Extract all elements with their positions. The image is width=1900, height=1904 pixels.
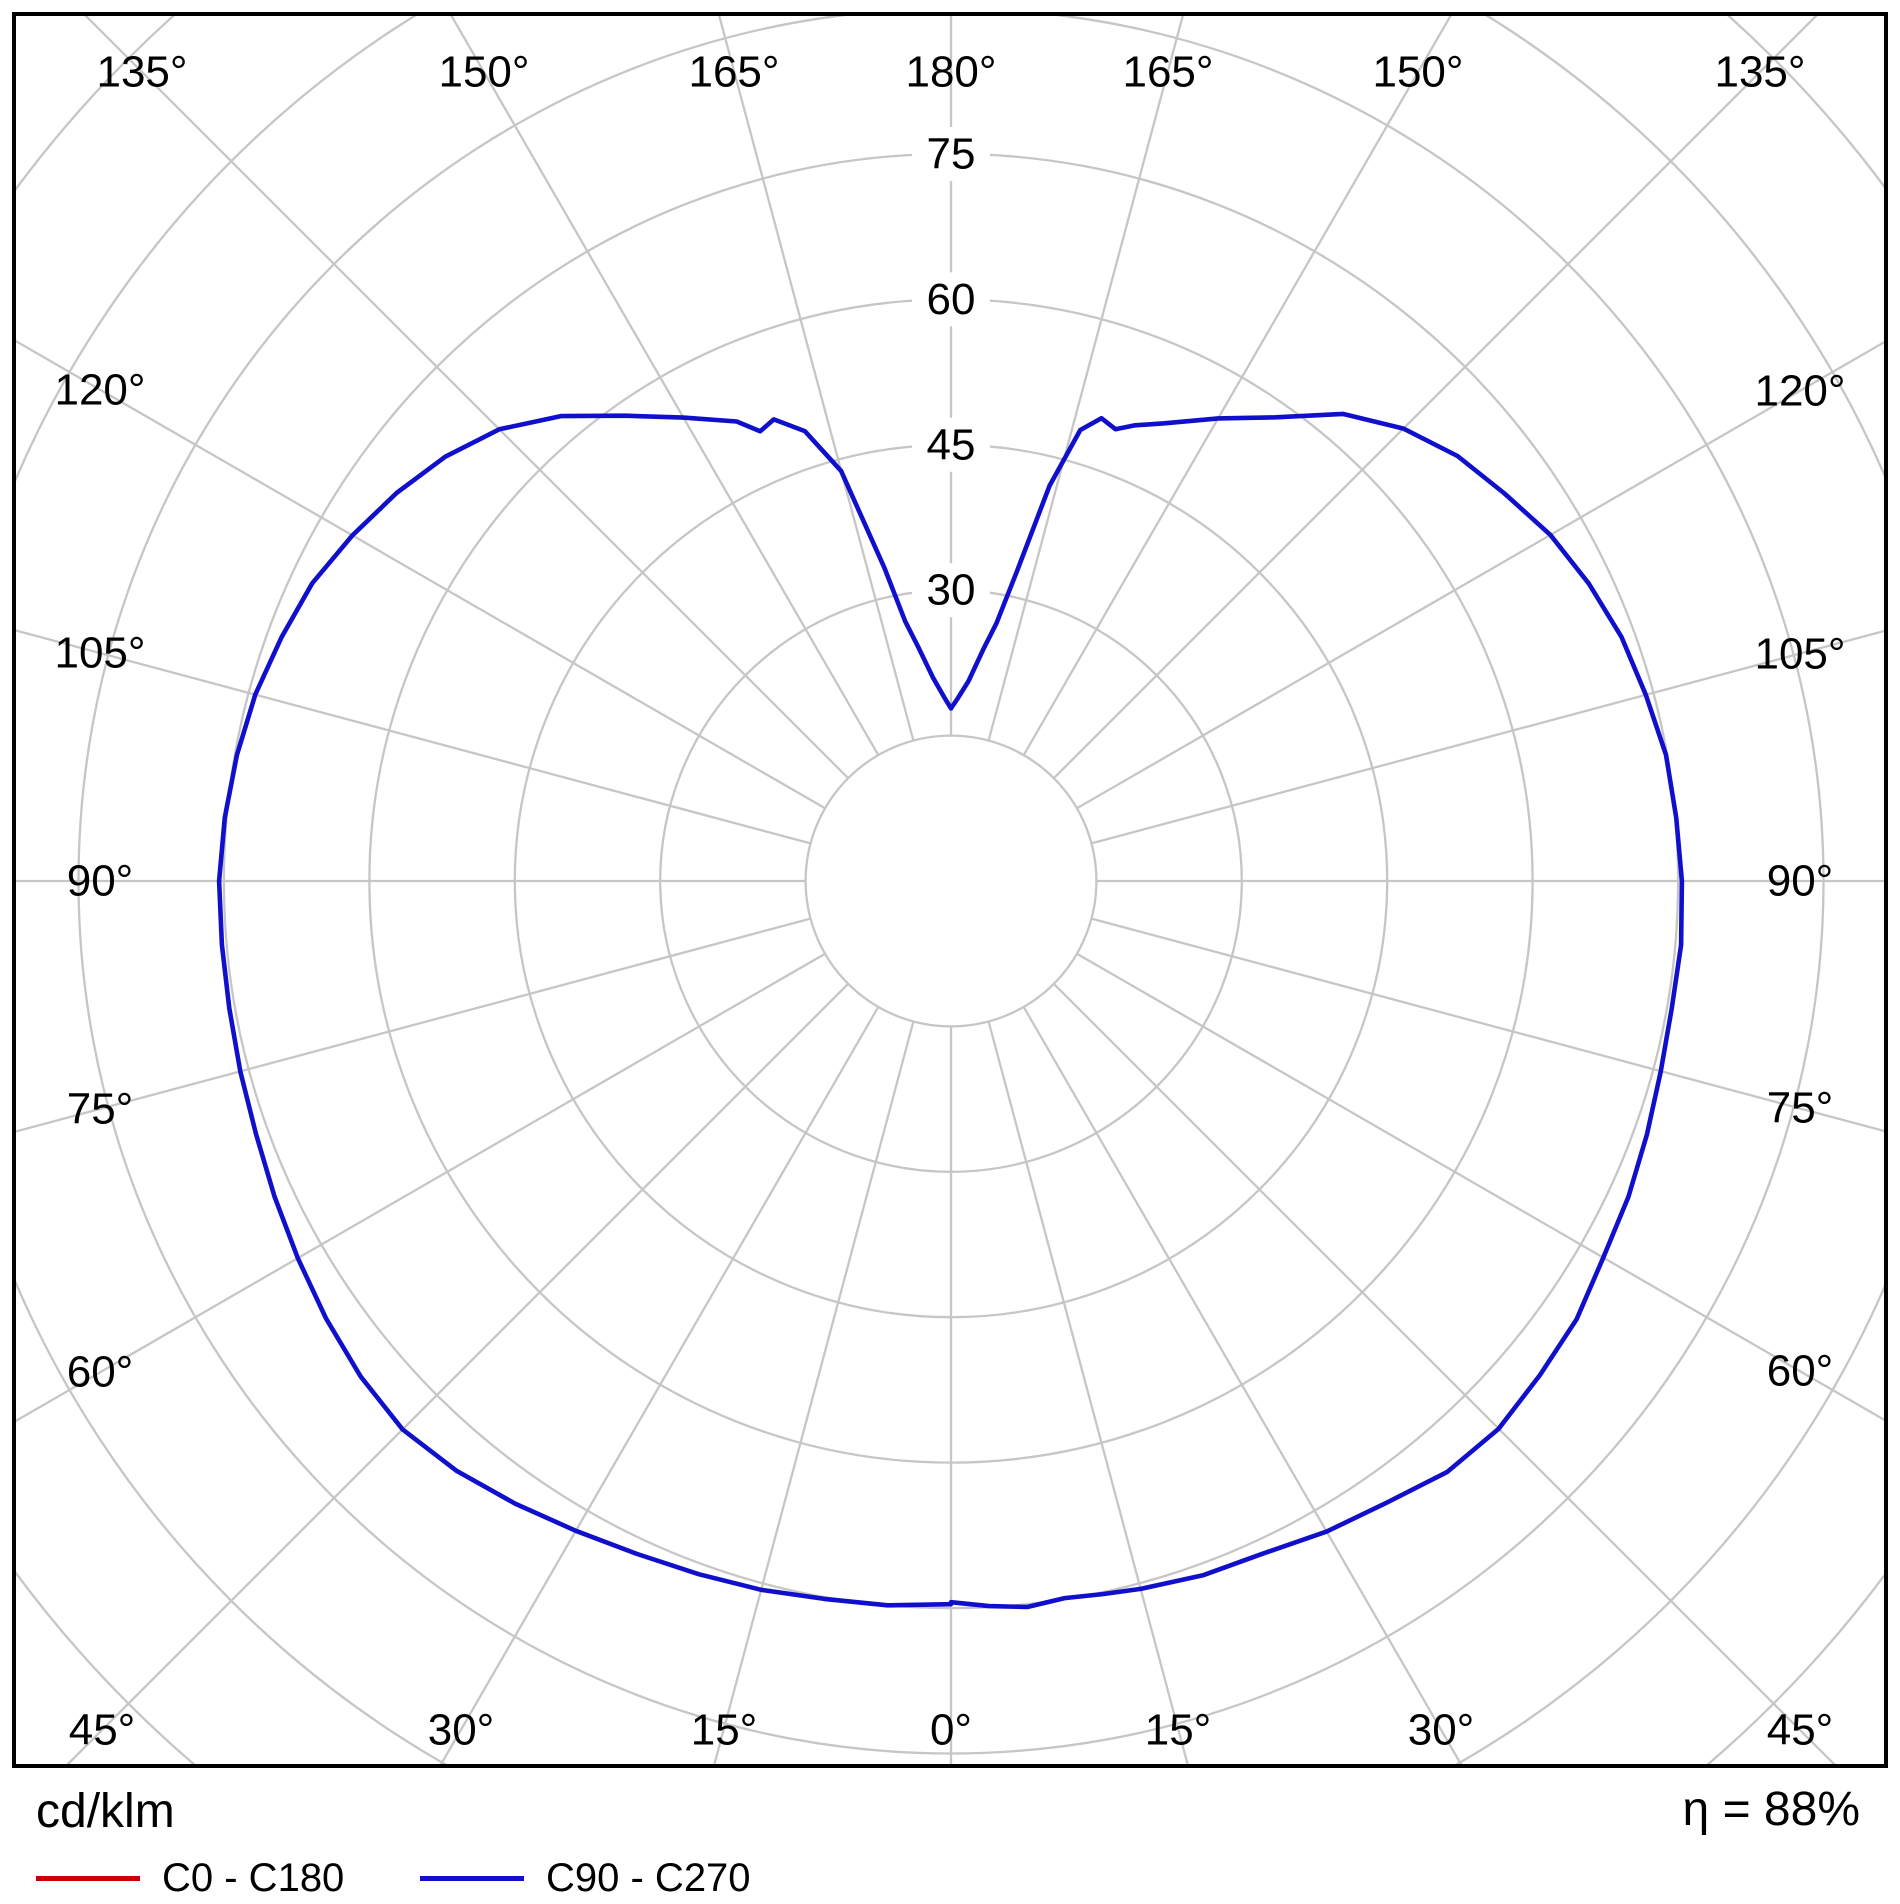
legend-item-c90-c270: C90 - C270 xyxy=(420,1852,751,1904)
legend-item-c0-c180: C0 - C180 xyxy=(36,1852,344,1904)
angle-label: 45° xyxy=(69,1706,136,1755)
angle-label: 75° xyxy=(1767,1084,1834,1133)
grid-radial-line xyxy=(16,339,826,810)
angle-label: 0° xyxy=(930,1706,972,1755)
grid-radial-line xyxy=(1076,952,1884,1422)
legend-line-red xyxy=(36,1875,140,1881)
angle-label: 150° xyxy=(438,48,529,97)
angle-label: 45° xyxy=(1767,1706,1834,1755)
grid-radial-line xyxy=(1091,917,1884,1133)
polar-chart-svg: 30 45 60 75 0° 15° 15° 30° 30° 45° 45° 60° 60° 75° 75°… xyxy=(16,16,1884,1764)
grid-radial-line xyxy=(987,1021,1189,1764)
radial-tick-mask xyxy=(912,417,990,472)
angle-label: 30° xyxy=(428,1706,495,1755)
angle-label: 75° xyxy=(67,1085,134,1134)
grid-radial-line xyxy=(1076,340,1884,810)
grid-radial-line xyxy=(66,982,850,1764)
grid-radial-line xyxy=(987,16,1184,741)
angle-label: 180° xyxy=(905,48,996,97)
radial-tick-label: 60 xyxy=(927,275,976,324)
grid-radial-line xyxy=(1052,982,1836,1764)
angle-label: 30° xyxy=(1408,1706,1475,1755)
legend-label: C0 - C180 xyxy=(162,1855,345,1900)
efficiency-value: η = 88% xyxy=(1682,1783,1860,1836)
angle-label: 90° xyxy=(67,857,134,906)
angle-label: 60° xyxy=(1767,1347,1834,1396)
grid-radial-line xyxy=(1022,16,1452,756)
radial-tick-label: 75 xyxy=(927,129,976,178)
grid-radial-line xyxy=(16,629,811,845)
angle-label: 135° xyxy=(1714,48,1805,97)
chart-frame: 30 45 60 75 0° 15° 15° 30° 30° 45° 45° 60° 60° 75° 75°… xyxy=(12,12,1888,1768)
angle-label: 15° xyxy=(1145,1706,1212,1755)
angle-label: 15° xyxy=(691,1706,758,1755)
grid-radial-line xyxy=(1022,1006,1463,1764)
angle-label: 135° xyxy=(96,48,187,97)
angle-label: 120° xyxy=(54,366,145,415)
angle-label: 165° xyxy=(688,48,779,97)
radial-tick-mask xyxy=(912,272,990,327)
unit-label: cd/klm xyxy=(36,1785,175,1838)
angle-label: 120° xyxy=(1754,367,1845,416)
radial-tick-mask xyxy=(912,563,990,618)
grid-radial-line xyxy=(718,16,915,741)
curve-c90-c270 xyxy=(216,411,1685,1610)
grid-radial-line xyxy=(16,917,811,1133)
legend: C0 - C180 C90 - C270 xyxy=(0,1852,1900,1904)
angle-label: 105° xyxy=(1754,630,1845,679)
angle-label: 105° xyxy=(54,629,145,678)
angle-label: 60° xyxy=(67,1348,134,1397)
radial-tick-label: 30 xyxy=(927,566,976,615)
grid-radial-line xyxy=(1052,16,1818,780)
angle-label: 90° xyxy=(1767,857,1834,906)
legend-line-blue xyxy=(420,1875,524,1881)
grid-radial-line xyxy=(84,16,850,780)
grid-radial-line xyxy=(1091,629,1884,845)
grid-radial-line xyxy=(439,1006,880,1764)
angle-label: 165° xyxy=(1122,48,1213,97)
legend-label: C90 - C270 xyxy=(546,1855,751,1900)
radial-tick-mask xyxy=(912,126,990,181)
grid-radial-line xyxy=(713,1021,915,1764)
grid-ring xyxy=(804,734,1098,1028)
grid-radial-line xyxy=(16,952,826,1423)
grid-radial-line xyxy=(450,16,880,756)
radial-tick-label: 45 xyxy=(927,420,976,469)
angle-label: 150° xyxy=(1372,48,1463,97)
